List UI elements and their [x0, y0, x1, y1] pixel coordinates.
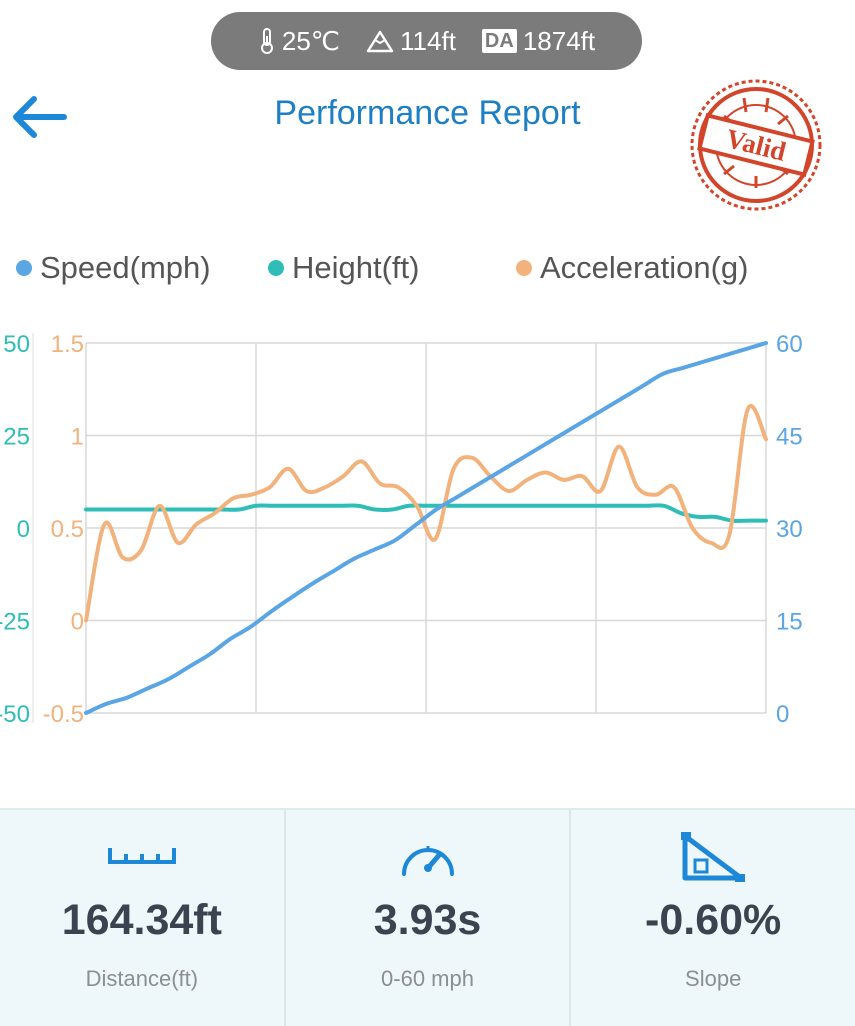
stat-distance: 164.34ft Distance(ft) [0, 810, 286, 1026]
legend-height: Height(ft) [268, 250, 419, 286]
slope-icon [681, 832, 746, 882]
ruler-icon [107, 848, 176, 864]
performance-chart: 50 25 0 -25 -50 1.5 1 0.5 0 -0.5 60 45 30 15 0 [0, 331, 803, 728]
mountain-icon [366, 30, 394, 53]
speed-axis-tick-label: 30 [776, 516, 803, 543]
zero-sixty-value: 3.93s [373, 896, 482, 944]
legend-speed: Speed(mph) [16, 250, 211, 286]
stat-slope: -0.60% Slope [571, 810, 855, 1026]
speed-axis-tick-label: 45 [776, 424, 803, 451]
density-altitude-item: DA 1874ft [481, 25, 596, 57]
legend-dot-height [268, 260, 284, 276]
height-axis-tick-label: -50 [0, 701, 30, 728]
legend-dot-speed [16, 260, 32, 276]
legend-acceleration: Acceleration(g) [516, 250, 748, 286]
acceleration-axis-tick-label: 0.5 [51, 516, 84, 543]
thermometer-icon [260, 28, 273, 54]
acceleration-axis-tick-label: 1 [71, 424, 84, 451]
speed-axis-tick-label: 15 [776, 609, 803, 636]
height-axis-tick-label: -25 [0, 609, 30, 636]
temperature-value: 25℃ [281, 25, 341, 56]
speedometer-icon [401, 846, 454, 876]
speed-axis-tick-label: 60 [776, 331, 803, 358]
zero-sixty-label: 0-60 mph [381, 966, 474, 991]
stat-zero-sixty: 3.93s 0-60 mph [286, 810, 572, 1026]
distance-value: 164.34ft [61, 896, 222, 944]
distance-label: Distance(ft) [85, 966, 199, 991]
height-axis-tick-label: 25 [3, 424, 30, 451]
acceleration-axis-tick-label: 1.5 [51, 331, 84, 358]
height-series-line [84, 503, 768, 523]
height-axis-tick-label: 0 [17, 516, 30, 543]
slope-value: -0.60% [645, 896, 782, 944]
legend-label-acceleration: Acceleration(g) [540, 250, 749, 285]
slope-label: Slope [685, 966, 742, 991]
da-badge: DA [481, 29, 517, 53]
stamp-text: Valid [723, 123, 789, 167]
speed-series-line [84, 341, 768, 715]
conditions-pill: 25℃ 114ft DA 1874ft [211, 12, 642, 70]
speed-axis-tick-label: 0 [776, 701, 789, 728]
stats-panel: 164.34ft Distance(ft) 3.93s 0-60 mph -0.… [0, 808, 855, 1026]
page-title: Performance Report [274, 94, 581, 132]
density-altitude-value: 1874ft [522, 25, 596, 56]
acceleration-axis-tick-label: 0 [71, 609, 84, 636]
legend-label-speed: Speed(mph) [40, 250, 211, 285]
acceleration-series-line [84, 404, 768, 623]
legend-dot-acceleration [516, 260, 532, 276]
legend-label-height: Height(ft) [292, 250, 420, 285]
temperature-item: 25℃ [258, 26, 340, 57]
altitude-item: 114ft [366, 26, 456, 57]
acceleration-axis-tick-label: -0.5 [43, 701, 84, 728]
altitude-value: 114ft [400, 25, 456, 56]
height-axis-tick-label: 50 [3, 331, 30, 358]
valid-stamp: Valid [690, 79, 822, 211]
back-arrow-icon[interactable] [10, 92, 68, 142]
